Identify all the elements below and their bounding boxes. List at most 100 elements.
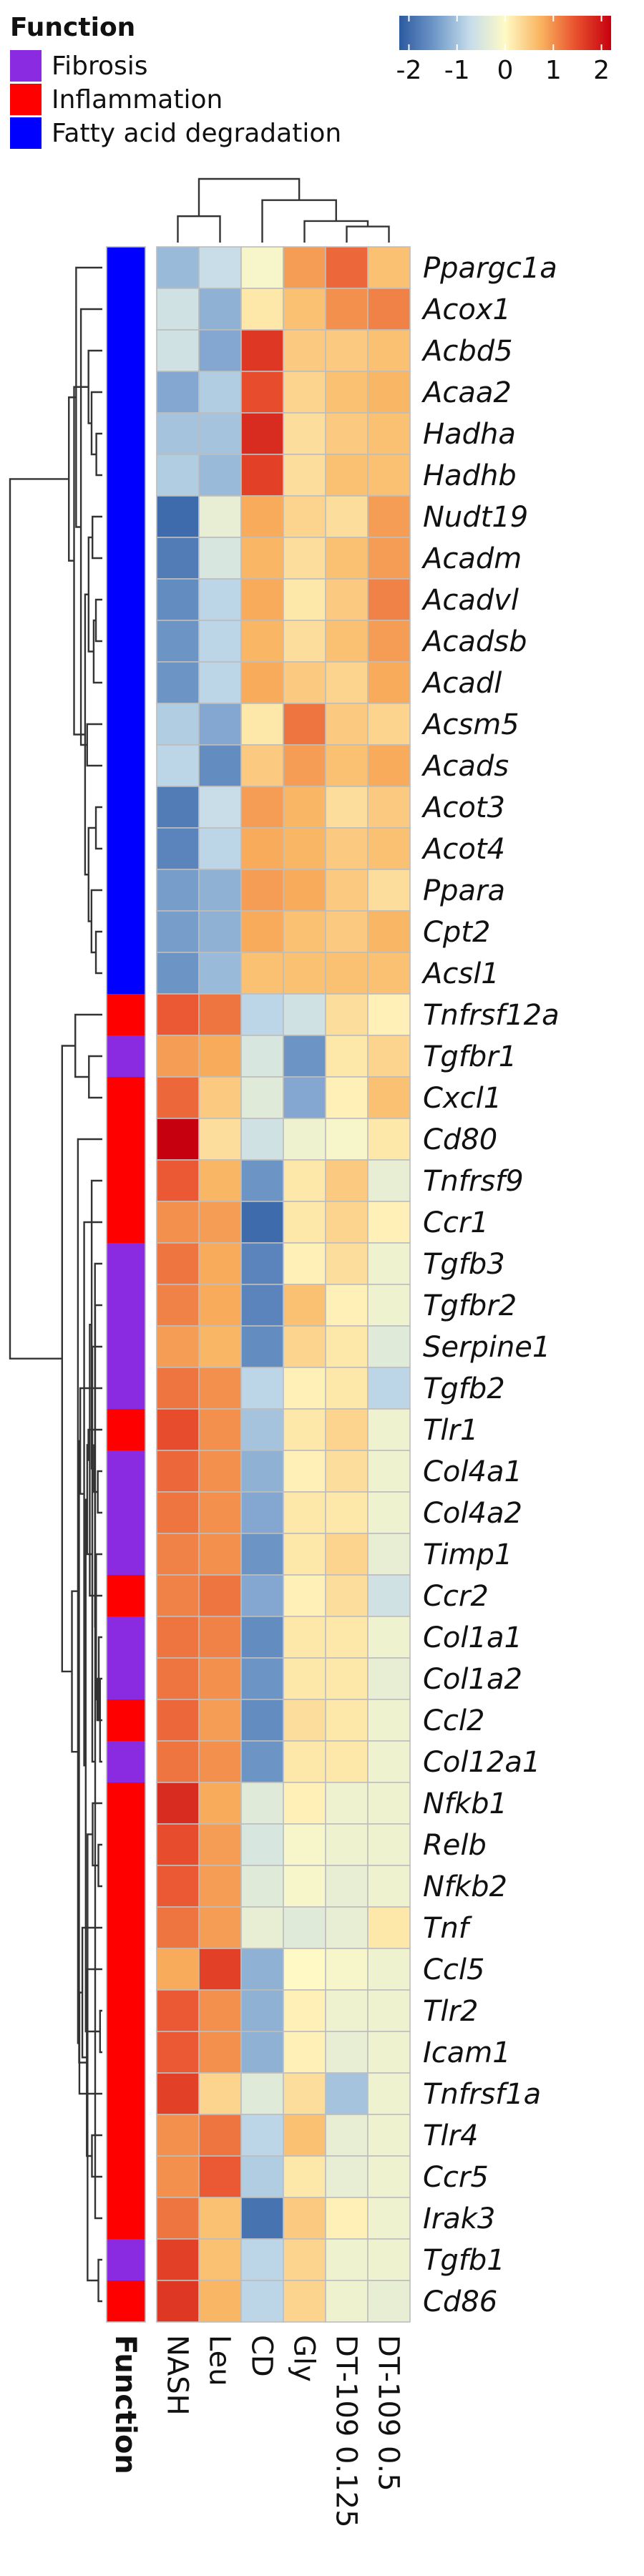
heatmap-cell — [367, 1076, 411, 1119]
heatmap-cell — [283, 1201, 326, 1244]
heatmap-cell — [156, 1740, 200, 1783]
row-label: Ccr1 — [423, 1206, 489, 1239]
annotation-cell — [107, 1409, 145, 1450]
heatmap-cell — [198, 1574, 242, 1617]
heatmap-cell — [325, 1367, 369, 1410]
heatmap-cell — [240, 869, 284, 912]
heatmap-cell — [283, 537, 326, 580]
column-dendrogram — [177, 177, 390, 243]
annotation-cell — [107, 330, 145, 371]
heatmap-cell — [156, 1782, 200, 1825]
heatmap-cell — [325, 2031, 369, 2074]
heatmap-cell — [156, 2238, 200, 2281]
heatmap-cell — [156, 2155, 200, 2198]
heatmap-cell — [240, 2072, 284, 2115]
heatmap-cell — [198, 869, 242, 912]
heatmap-cell — [198, 2280, 242, 2323]
row-label: Col1a1 — [423, 1621, 522, 1654]
heatmap-cell — [156, 2280, 200, 2323]
heatmap-cell — [156, 1906, 200, 1949]
annotation-cell — [107, 1575, 145, 1616]
heatmap-cell — [283, 1533, 326, 1576]
heatmap-cell — [156, 1408, 200, 1451]
annotation-cell — [107, 2239, 145, 2280]
heatmap-cell — [240, 1408, 284, 1451]
heatmap-cell — [198, 2114, 242, 2157]
heatmap-cell — [283, 661, 326, 704]
heatmap-cell — [240, 1242, 284, 1285]
row-label: Tgfb3 — [423, 1248, 505, 1281]
annotation-cell — [107, 1284, 145, 1326]
row-label: Tlr1 — [423, 1414, 478, 1447]
colorbar: -2 -1 0 1 2 — [396, 16, 611, 85]
annotation-cell — [107, 703, 145, 745]
heatmap-cell — [283, 1823, 326, 1866]
row-label: Col4a1 — [423, 1455, 522, 1488]
heatmap-cell — [325, 910, 369, 953]
heatmap-cell — [283, 2197, 326, 2240]
annotation-cell — [107, 1865, 145, 1907]
row-label: Col12a1 — [423, 1746, 540, 1779]
heatmap-cell — [367, 786, 411, 829]
row-label: Serpine1 — [423, 1331, 550, 1364]
annotation-cell — [107, 1699, 145, 1741]
heatmap-cell — [198, 1450, 242, 1493]
heatmap-cell — [367, 371, 411, 414]
annotation-cell — [107, 952, 145, 994]
colorbar-tick-label: 1 — [545, 56, 562, 85]
heatmap-cell — [325, 1865, 369, 1908]
annotation-cell — [107, 2156, 145, 2197]
heatmap-cell — [367, 495, 411, 538]
heatmap-cell — [283, 1657, 326, 1700]
row-label: Tlr2 — [423, 1995, 478, 2028]
heatmap-cells — [156, 246, 411, 2323]
heatmap-cell — [240, 2238, 284, 2281]
row-label: Ppara — [423, 874, 505, 907]
heatmap-cell — [367, 288, 411, 331]
heatmap-cell — [367, 412, 411, 455]
heatmap-cell — [367, 1325, 411, 1368]
heatmap-cell — [156, 495, 200, 538]
heatmap-cell — [367, 246, 411, 289]
colorbar-tick-label: 2 — [593, 56, 610, 85]
heatmap-cell — [325, 2155, 369, 2198]
heatmap-cell — [283, 2155, 326, 2198]
heatmap-cell — [156, 1616, 200, 1659]
heatmap-cell — [325, 1989, 369, 2032]
heatmap-cell — [198, 1948, 242, 1991]
heatmap-cell — [240, 412, 284, 455]
heatmap-cell — [240, 1159, 284, 1202]
heatmap-cell — [283, 1989, 326, 2032]
heatmap-cell — [367, 2238, 411, 2281]
row-label: Hadha — [423, 418, 516, 451]
heatmap-cell — [198, 412, 242, 455]
heatmap-cell — [325, 1491, 369, 1534]
heatmap-cell — [325, 993, 369, 1036]
heatmap-cell — [240, 1201, 284, 1244]
heatmap-cell — [240, 1906, 284, 1949]
row-label: Ccr5 — [423, 2161, 489, 2194]
heatmap-cell — [367, 1616, 411, 1659]
heatmap-cell — [198, 1616, 242, 1659]
heatmap-cell — [325, 1616, 369, 1659]
heatmap-cell — [325, 1408, 369, 1451]
annotation-cell — [107, 1367, 145, 1409]
heatmap-cell — [283, 2072, 326, 2115]
heatmap-cell — [198, 1989, 242, 2032]
heatmap-cell — [240, 744, 284, 787]
heatmap-cell — [156, 1989, 200, 2032]
heatmap-cell — [240, 1823, 284, 1866]
heatmap-cell — [367, 2031, 411, 2074]
heatmap-cell — [240, 703, 284, 746]
heatmap-cell — [240, 1616, 284, 1659]
heatmap-cell — [240, 495, 284, 538]
heatmap-cell — [367, 2114, 411, 2157]
annotation-axis-label: Function — [109, 2335, 142, 2474]
annotation-cell — [107, 537, 145, 579]
row-label: Timp1 — [423, 1538, 512, 1571]
heatmap-cell — [325, 537, 369, 580]
row-label: Cd86 — [423, 2285, 497, 2318]
heatmap-cell — [283, 1450, 326, 1493]
row-label: Nfkb1 — [423, 1787, 507, 1820]
